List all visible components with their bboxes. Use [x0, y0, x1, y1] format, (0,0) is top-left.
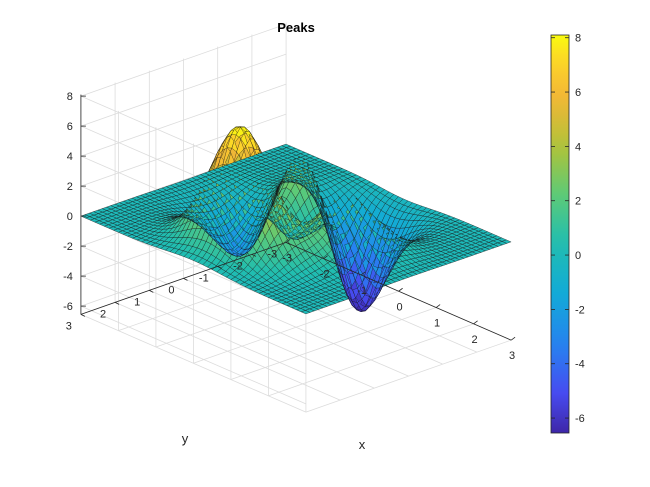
colorbar-gradient: [550, 34, 570, 434]
surface-facet: [501, 239, 512, 244]
x-tick-mark: [473, 320, 478, 325]
z-tick-label: 8: [67, 91, 73, 103]
z-tick-label: 2: [67, 181, 73, 193]
colorbar-tick-label: -4: [575, 359, 585, 371]
x-tick-mark: [435, 304, 441, 308]
y-tick-mark: [114, 301, 120, 305]
y-tick-mark: [251, 253, 257, 257]
colorbar-tick-label: 8: [575, 33, 581, 45]
y-tick-mark: [149, 289, 154, 293]
x-tick-mark: [510, 336, 516, 341]
colorbar-tick-label: 6: [575, 87, 581, 99]
z-tick-label: -6: [63, 301, 73, 313]
grid-line-y-floor: [80, 313, 307, 413]
y-tick-mark: [80, 313, 86, 317]
colorbar-tick-label: -6: [575, 413, 585, 425]
grid-line-y-floor: [149, 289, 375, 389]
y-tick-mark: [183, 277, 188, 281]
grid-line-y-floor: [183, 277, 409, 377]
x-tick-label: 1: [434, 318, 440, 330]
z-tick-label: -4: [63, 271, 73, 283]
y-tick-label: 0: [168, 284, 174, 296]
y-tick-label: -2: [233, 260, 243, 272]
colorbar-tick-label: 0: [575, 250, 581, 262]
colorbar-tick-label: 2: [575, 196, 581, 208]
y-tick-label: -1: [199, 272, 209, 284]
z-tick-label: 0: [67, 211, 73, 223]
x-tick-mark: [323, 255, 328, 259]
colorbar-tick-label: -2: [575, 304, 585, 316]
x-tick-label: -3: [282, 252, 292, 264]
x-tick-label: 2: [472, 334, 478, 346]
grid-line-y-floor: [114, 301, 341, 401]
y-tick-mark: [217, 265, 222, 269]
x-tick-label: -2: [320, 269, 330, 281]
y-tick-mark: [285, 241, 291, 245]
x-tick-label: 0: [397, 301, 403, 313]
y-axis-label: y: [182, 431, 189, 446]
y-tick-label: 1: [134, 296, 140, 308]
x-tick-mark: [285, 239, 291, 243]
chart-title: Peaks: [277, 20, 315, 35]
x-tick-label: -1: [357, 285, 367, 297]
y-tick-label: 3: [66, 320, 72, 332]
z-tick-label: 4: [67, 151, 73, 163]
tick-labels: -6 -4 -2 0 2 4 6 8 -3 -2 -1 0 1 2 3 -3 -2 -1 0 1 2 3: [63, 91, 516, 362]
x-tick-mark: [360, 271, 366, 276]
surface-plot: [80, 126, 512, 315]
colorbar: -6 -4 -2 0 2 4 6 8: [550, 33, 585, 434]
x-tick-label: 3: [509, 350, 515, 362]
x-tick-mark: [398, 287, 403, 292]
z-tick-label: 6: [67, 121, 73, 133]
colorbar-tick-label: 4: [575, 141, 581, 153]
z-tick-label: -2: [63, 241, 73, 253]
y-tick-label: -3: [267, 248, 277, 260]
y-tick-label: 2: [100, 308, 106, 320]
x-axis-label: x: [359, 437, 366, 452]
